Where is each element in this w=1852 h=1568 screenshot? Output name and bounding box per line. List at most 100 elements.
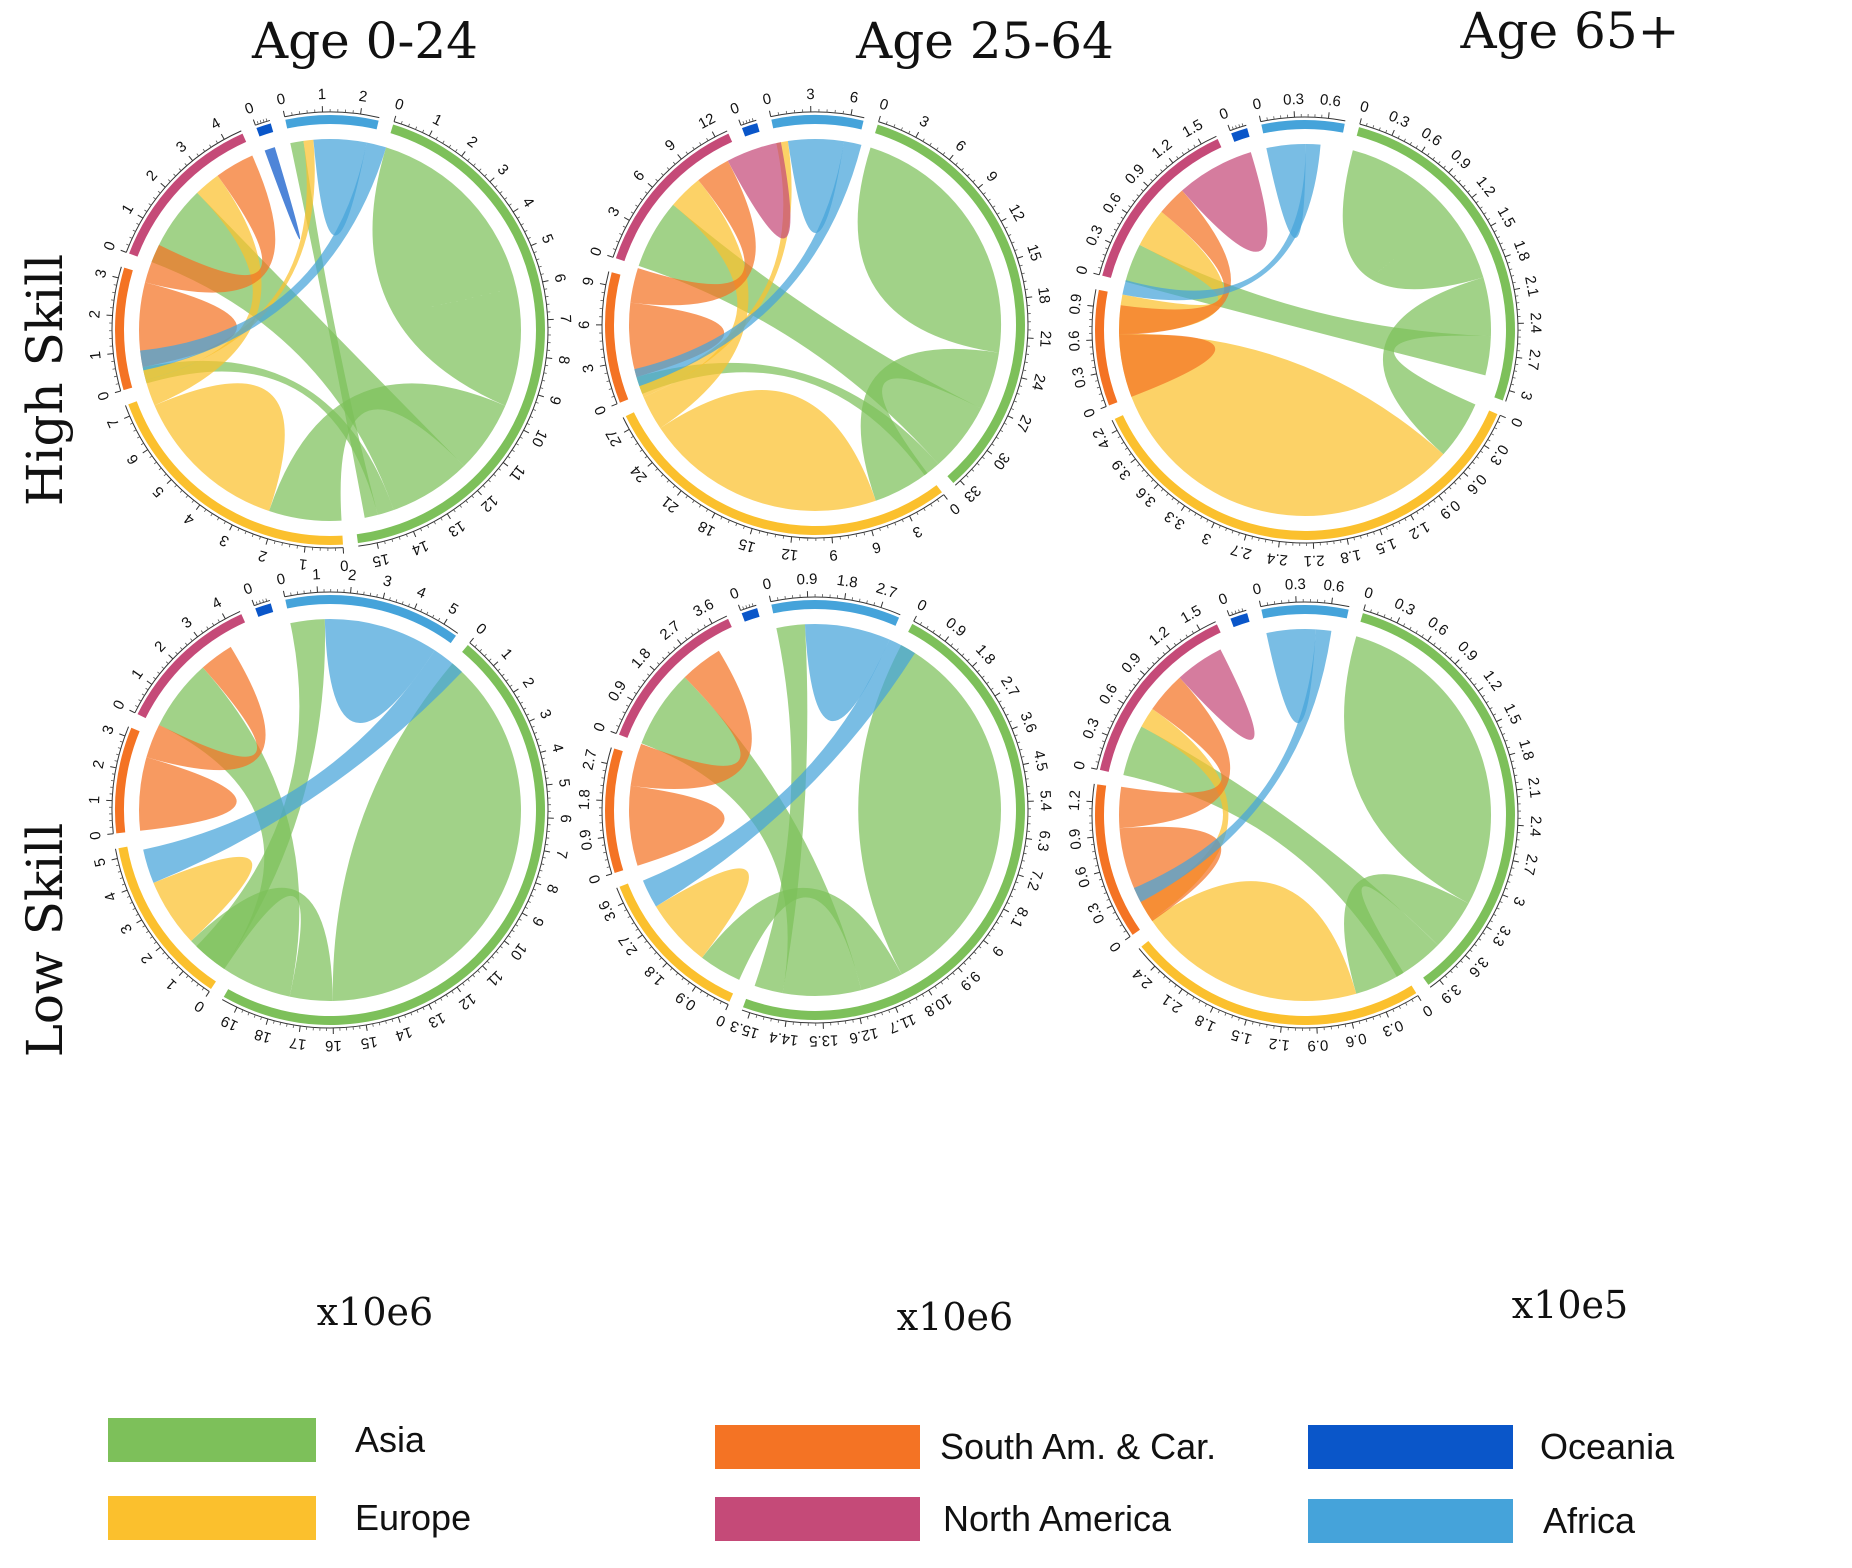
minor-tick (117, 747, 121, 749)
minor-tick (930, 503, 933, 507)
minor-tick (1443, 491, 1447, 494)
minor-tick (902, 1004, 905, 1008)
tick (503, 940, 510, 945)
minor-tick (1113, 714, 1117, 717)
minor-tick (1370, 609, 1372, 613)
minor-tick (662, 656, 665, 660)
minor-tick (1113, 228, 1117, 231)
chord-age-25-64-high-skill: 0 3 6 0369121518212427303303691215182124270… (576, 86, 1054, 564)
tick-label: 0 (1419, 1001, 1435, 1020)
minor-tick (1507, 746, 1511, 749)
minor-tick (996, 212, 1000, 215)
arc-africa (285, 595, 456, 644)
minor-tick (291, 112, 293, 116)
tick (382, 592, 386, 599)
chord-asia-to-europe (1382, 277, 1491, 455)
minor-tick (401, 601, 404, 605)
minor-tick (1101, 885, 1105, 888)
minor-tick (1344, 1024, 1347, 1028)
tick (1512, 860, 1519, 863)
minor-tick (474, 644, 478, 648)
minor-tick (1097, 754, 1101, 756)
minor-tick (1479, 206, 1483, 209)
tick (878, 115, 881, 122)
tick (221, 613, 226, 620)
minor-tick (196, 153, 199, 157)
minor-tick (536, 738, 540, 741)
minor-tick (1110, 720, 1114, 723)
tick (1454, 659, 1460, 665)
tick-label: 2 (519, 675, 538, 691)
minor-tick (604, 372, 608, 375)
minor-tick (137, 436, 141, 439)
minor-tick (1411, 999, 1414, 1003)
tick-label: 1 (86, 795, 103, 804)
minor-tick (952, 972, 955, 976)
tick (446, 513, 451, 520)
minor-tick (1002, 707, 1006, 710)
minor-tick (851, 597, 854, 601)
minor-tick (495, 950, 499, 954)
minor-tick (1160, 488, 1164, 492)
tick (1139, 670, 1146, 676)
tick-label: 0 (1358, 98, 1370, 117)
tick-label: 9 (982, 168, 1000, 185)
minor-tick (1098, 267, 1102, 269)
minor-tick (687, 981, 690, 985)
minor-tick (692, 500, 695, 504)
tick-label: 5 (150, 483, 168, 501)
minor-tick (526, 713, 530, 716)
minor-tick (259, 536, 261, 540)
tick-label: 15 (359, 1032, 378, 1052)
tick-label: 0.3 (1285, 576, 1307, 594)
tick (677, 639, 682, 645)
tick (1121, 209, 1128, 214)
minor-tick (210, 513, 213, 517)
tick-label: 2.7 (657, 617, 684, 643)
minor-tick (1507, 881, 1511, 883)
minor-tick (938, 634, 942, 638)
tick-label: 1.5 (1500, 701, 1524, 727)
minor-tick (149, 936, 153, 939)
minor-tick (162, 951, 166, 955)
tick (1227, 124, 1231, 131)
minor-tick (745, 605, 748, 609)
minor-tick (1496, 907, 1500, 910)
minor-tick (1238, 532, 1240, 536)
minor-tick (1241, 123, 1244, 127)
axis-asia (741, 620, 1029, 1024)
minor-tick (484, 173, 487, 177)
tick-label: 3 (178, 614, 195, 633)
minor-tick (1469, 949, 1473, 953)
minor-tick (223, 521, 226, 525)
tick-label: 3.9 (1108, 456, 1134, 483)
tick (229, 524, 233, 531)
axis-europe (1111, 415, 1501, 544)
tick (1026, 296, 1033, 299)
arc-south-am-car (605, 272, 629, 403)
tick (994, 692, 1001, 697)
minor-tick (946, 977, 950, 980)
minor-tick (656, 662, 660, 665)
chord-europe-to-europe (154, 383, 285, 512)
tick-label: 0 (87, 831, 105, 841)
minor-tick (606, 380, 610, 382)
minor-tick (1176, 156, 1179, 160)
tick-label: 0 (1080, 406, 1099, 420)
tick-label: 9 (579, 276, 597, 287)
tick (708, 618, 713, 624)
tick-label: 2.4 (1266, 549, 1289, 568)
minor-tick (507, 935, 511, 938)
minor-tick (531, 725, 535, 728)
chord-asia-to-north-america (151, 192, 465, 511)
tick-label: 10.8 (921, 990, 955, 1020)
tick (983, 939, 989, 945)
legend-label-south-am-car: South Am. & Car. (940, 1426, 1216, 1467)
tick (1516, 356, 1523, 359)
tick (121, 889, 128, 893)
minor-tick (1405, 1002, 1408, 1006)
minor-tick (1023, 852, 1027, 855)
tick-label: 1 (430, 111, 445, 130)
minor-tick (1487, 439, 1491, 442)
tick-label: 0 (275, 570, 287, 588)
